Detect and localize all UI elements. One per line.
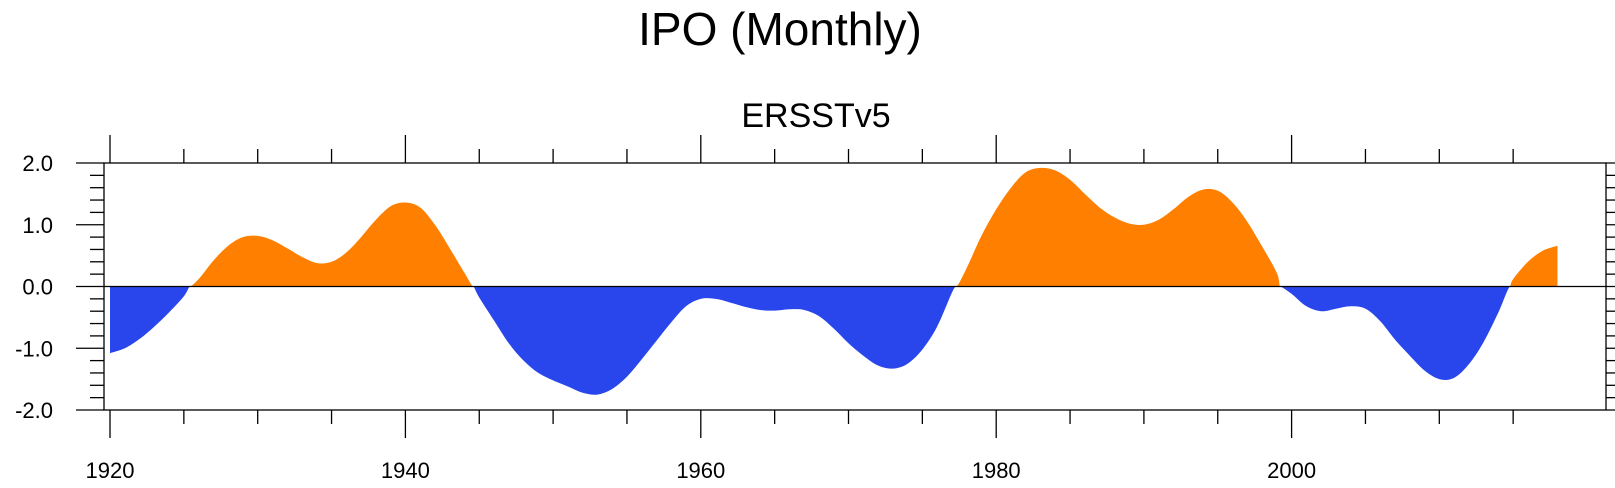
y-tick-label-3: -1.0 (15, 336, 53, 361)
positive-area-5 (1510, 245, 1558, 287)
chart-subtitle: ERSSTv5 (741, 97, 890, 135)
axis-layer (76, 135, 1615, 438)
x-tick-label-1960: 1960 (676, 458, 725, 483)
y-tick-label-1: 1.0 (22, 213, 53, 238)
positive-area-3 (956, 167, 1280, 287)
x-tick-label-1920: 1920 (86, 458, 135, 483)
negative-area-2 (473, 286, 957, 395)
y-tick-label-0: 2.0 (22, 151, 53, 176)
y-tick-label-4: -2.0 (15, 398, 53, 423)
y-tick-label-2: 0.0 (22, 275, 53, 300)
positive-area-1 (189, 202, 474, 287)
x-tick-label-1980: 1980 (972, 458, 1021, 483)
chart-title: IPO (Monthly) (638, 3, 922, 55)
negative-area-4 (1279, 286, 1511, 380)
x-tick-label-2000: 2000 (1267, 458, 1316, 483)
x-tick-label-1940: 1940 (381, 458, 430, 483)
label-layer: 1920 1940 1960 1980 2000 2.0 1.0 0.0 -1.0 -2.0 (15, 151, 1316, 483)
negative-area-0 (110, 286, 190, 354)
area-layer (110, 167, 1558, 395)
